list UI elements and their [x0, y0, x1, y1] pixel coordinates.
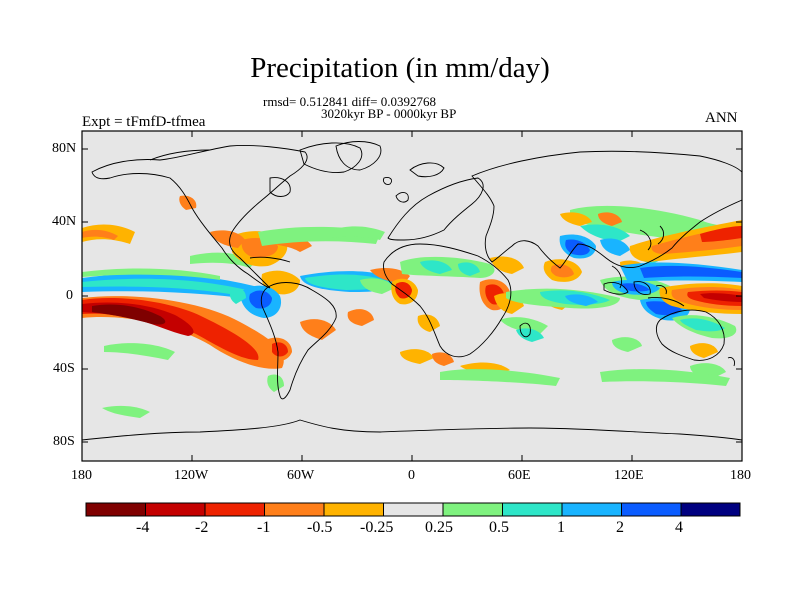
- lat-label-80s: 80S: [53, 434, 75, 449]
- colorbar-box-10: [621, 502, 682, 517]
- coast-africa: [383, 243, 512, 358]
- coast-antarctica: [82, 419, 742, 441]
- colorbar-label: -1: [257, 519, 271, 536]
- lon-label-0: 0: [408, 468, 415, 483]
- lon-label-60e: 60E: [508, 468, 531, 483]
- coastlines: [82, 141, 742, 441]
- coast-south-america: [260, 282, 337, 400]
- experiment-label: Expt = tFmfD-tfmea: [82, 114, 206, 130]
- anomaly-field: [82, 195, 742, 418]
- colorbar-box-1: [85, 502, 146, 517]
- colorbar-label: -0.5: [307, 519, 333, 536]
- colorbar-box-2: [145, 502, 206, 517]
- colorbar-label: 1: [557, 519, 565, 536]
- lat-ticks: [82, 148, 742, 443]
- lat-label-80n: 80N: [52, 141, 77, 156]
- coast-north-america: [91, 145, 308, 289]
- colorbar-label: 2: [616, 519, 624, 536]
- period-line: 3020kyr BP - 0000kyr BP: [321, 106, 457, 121]
- colorbar-box-3: [204, 502, 265, 517]
- lat-label-40n: 40N: [52, 214, 77, 229]
- colorbar-box-11: [680, 502, 741, 517]
- lon-label-120e: 120E: [614, 468, 644, 483]
- colorbar-label: 0.25: [425, 519, 453, 536]
- lon-label-60w: 60W: [287, 468, 315, 483]
- lat-label-40s: 40S: [53, 361, 75, 376]
- stats-line: rmsd= 0.512841 diff= 0.0392768: [263, 94, 436, 109]
- colorbar-box-5: [323, 502, 384, 517]
- lat-label-0: 0: [66, 288, 73, 303]
- colorbar-box-7: [442, 502, 503, 517]
- colorbar-box-6: [383, 502, 444, 517]
- colorbar-label: 4: [675, 519, 683, 536]
- colorbar-label: -2: [195, 519, 209, 536]
- colorbar-box-8: [502, 502, 563, 517]
- coast-europe: [387, 177, 484, 241]
- map-title: Precipitation (in mm/day): [250, 52, 550, 84]
- colorbar: [85, 502, 741, 517]
- lon-ticks: [81, 131, 743, 461]
- colorbar-label: -4: [136, 519, 150, 536]
- coast-australia: [655, 309, 725, 361]
- season-label: ANN: [705, 110, 738, 126]
- colorbar-label: 0.5: [489, 519, 509, 536]
- colorbar-box-9: [561, 502, 622, 517]
- lon-label-180e: 180: [730, 468, 751, 483]
- colorbar-label: -0.25: [360, 519, 394, 536]
- lon-label-180w: 180: [71, 468, 92, 483]
- colorbar-box-4: [264, 502, 325, 517]
- coast-asia: [471, 150, 742, 269]
- lon-label-120w: 120W: [174, 468, 209, 483]
